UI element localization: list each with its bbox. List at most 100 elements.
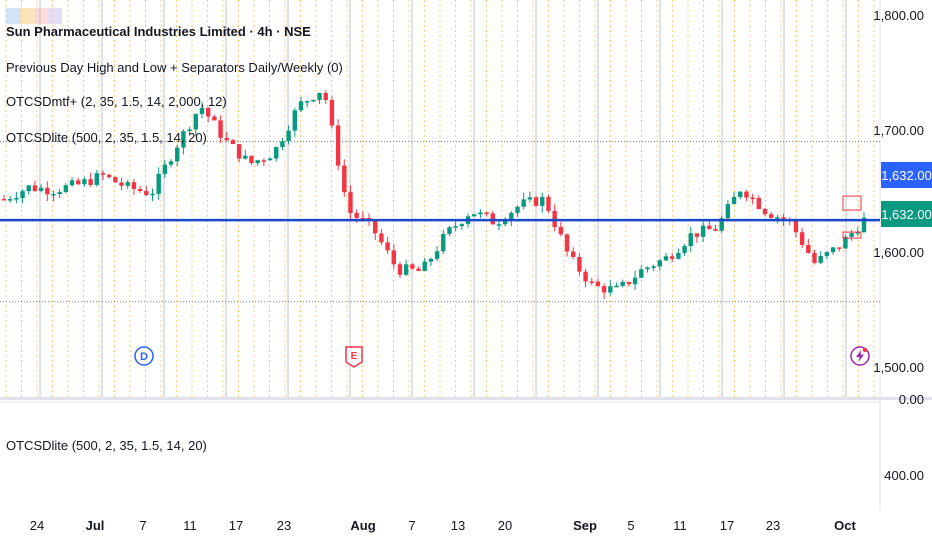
candle-body <box>63 185 69 193</box>
candle-body <box>657 260 663 267</box>
candle-body <box>422 261 427 271</box>
indicator-pane-legend[interactable]: OTCSDlite (500, 2, 35, 1.5, 14, 20) <box>6 438 207 453</box>
dividend-icon[interactable]: D <box>134 346 154 366</box>
candle-body <box>700 225 706 237</box>
candle-body <box>156 173 161 194</box>
candle-body <box>731 196 737 205</box>
candle-body <box>645 267 650 270</box>
candle-body <box>69 180 75 186</box>
candle-body <box>428 258 434 262</box>
candle-body <box>676 252 681 259</box>
candle-body <box>694 233 700 237</box>
symbol-title[interactable]: Sun Pharmaceutical Industries Limited · … <box>6 24 311 39</box>
candle-body <box>688 233 693 247</box>
candle-body <box>286 130 291 142</box>
candle-body <box>187 129 192 132</box>
time-axis-label: 17 <box>228 518 244 533</box>
candle-body <box>738 191 743 197</box>
candle-body <box>261 160 267 162</box>
price-axis-label: 1,600.00 <box>873 245 924 260</box>
pane-divider[interactable] <box>0 397 932 400</box>
candle-body <box>793 220 799 233</box>
time-axis[interactable]: 24 Jul 7 11 17 23 Aug 7 13 20 Sep 5 11 17 23 Oct <box>0 510 880 550</box>
candle-body <box>230 140 236 145</box>
candle-body <box>193 114 198 130</box>
candle-body <box>137 189 143 192</box>
candle-body <box>38 187 44 192</box>
candle-body <box>175 147 180 162</box>
candle-body <box>360 217 366 220</box>
time-axis-label: 23 <box>765 518 781 533</box>
candle-body <box>799 232 805 246</box>
candle-body <box>32 185 38 192</box>
candle-body <box>750 197 755 200</box>
candle-body <box>224 137 229 141</box>
legend-color-swatches <box>6 8 62 24</box>
candle-body <box>45 187 50 195</box>
candle-body <box>472 214 477 217</box>
candle-body <box>125 182 130 186</box>
indicator-legend-otcsdmtf[interactable]: OTCSDmtf+ (2, 35, 1.5, 14, 2,000, 12) <box>6 94 227 109</box>
indicator-axis-label: 400.00 <box>884 468 924 483</box>
candle-body <box>540 196 545 206</box>
candle-body <box>837 247 842 249</box>
candle-body <box>595 281 601 287</box>
candle-body <box>812 252 817 263</box>
candle-body <box>274 147 279 159</box>
candle-body <box>1 199 7 201</box>
candle-body <box>855 232 861 234</box>
candle-body <box>682 246 687 253</box>
svg-text:D: D <box>140 351 148 363</box>
indicator-legend-pdhl[interactable]: Previous Day High and Low + Separators D… <box>6 60 343 75</box>
candle-body <box>385 242 390 251</box>
candle-body <box>51 194 56 196</box>
time-axis-label: 11 <box>673 518 687 533</box>
pdhl-box-high <box>842 195 862 211</box>
candle-body <box>496 224 502 226</box>
candle-body <box>7 199 13 201</box>
candle-body <box>756 197 762 209</box>
lightning-icon[interactable] <box>850 346 870 366</box>
candle-body <box>403 264 409 275</box>
price-chart[interactable] <box>0 0 932 398</box>
candle-body <box>725 204 731 219</box>
time-axis-label: 5 <box>627 518 635 533</box>
candle-body <box>775 217 780 219</box>
indicator-legend-otcsdlite[interactable]: OTCSDlite (500, 2, 35, 1.5, 14, 20) <box>6 130 207 145</box>
indicator-pane[interactable]: OTCSDlite (500, 2, 35, 1.5, 14, 20) 0.00… <box>0 392 932 510</box>
main-chart-pane[interactable]: Sun Pharmaceutical Industries Limited · … <box>0 0 932 398</box>
candle-body <box>639 269 644 278</box>
price-axis-label: 1,700.00 <box>873 123 924 138</box>
time-axis-label: 11 <box>183 518 197 533</box>
candle-body <box>131 182 137 190</box>
candle-body <box>82 179 87 185</box>
candle-body <box>762 208 768 215</box>
candle-body <box>509 212 514 221</box>
candle-body <box>614 285 619 288</box>
candle-body <box>527 197 533 200</box>
candle-body <box>601 286 607 293</box>
candle-body <box>94 173 100 185</box>
candle-body <box>255 160 260 164</box>
time-axis-label: Aug <box>350 518 376 533</box>
last-price-tag: 1,632.00 <box>881 201 932 227</box>
candle-body <box>88 179 93 185</box>
candle-body <box>416 268 421 271</box>
candle-body <box>410 264 415 269</box>
time-axis-label: 13 <box>450 518 466 533</box>
time-axis-label: 17 <box>719 518 735 533</box>
candle-body <box>236 144 242 159</box>
candle-body <box>830 247 836 253</box>
candle-body <box>583 271 588 282</box>
earnings-icon[interactable]: E <box>344 346 364 368</box>
candle-body <box>806 245 811 253</box>
candle-body <box>861 217 867 233</box>
candle-body <box>459 224 465 227</box>
candle-body <box>342 165 347 193</box>
indicator-axis-label: 0.00 <box>898 392 924 407</box>
time-axis-label: Sep <box>573 518 597 533</box>
candle-body <box>57 192 62 195</box>
candle-body <box>626 281 632 285</box>
candle-body <box>354 212 359 218</box>
candle-body <box>304 101 310 103</box>
